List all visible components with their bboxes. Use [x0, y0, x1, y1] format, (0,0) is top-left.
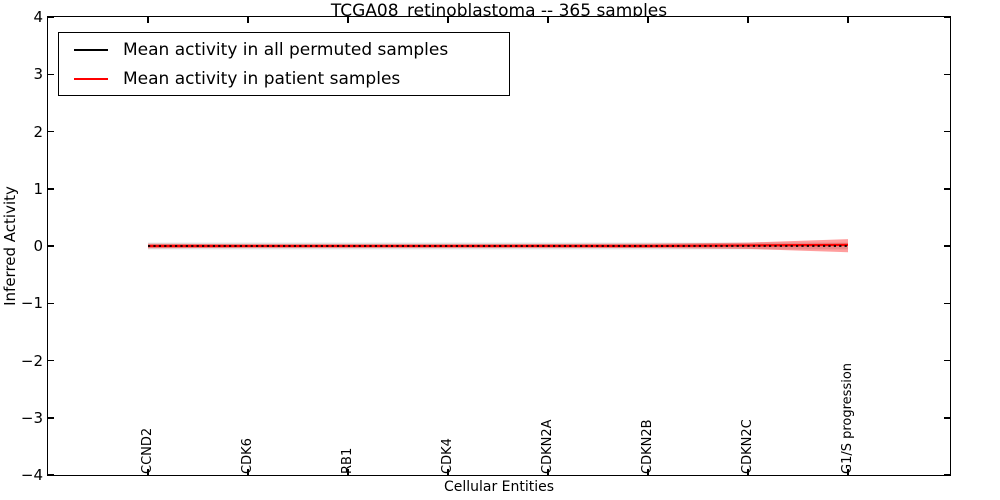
x-tick: [347, 17, 349, 23]
x-tick: [247, 469, 249, 475]
y-tick: [944, 245, 950, 247]
y-tick: [944, 16, 950, 18]
x-tick: [847, 17, 849, 23]
x-tick: [447, 17, 449, 23]
y-tick-label: −2: [20, 351, 43, 370]
y-tick: [944, 302, 950, 304]
legend-entry: Mean activity in patient samples: [59, 68, 509, 90]
y-tick-label: −1: [20, 294, 43, 313]
y-tick-label: 0: [33, 237, 43, 255]
x-tick: [147, 17, 149, 23]
y-tick: [48, 188, 54, 190]
legend-line-sample: [74, 77, 108, 80]
x-tick: [747, 17, 749, 23]
y-tick: [48, 302, 54, 304]
y-tick: [48, 16, 54, 18]
y-tick-label: 2: [33, 122, 43, 141]
x-tick: [547, 469, 549, 475]
y-tick: [48, 73, 54, 75]
x-tick: [647, 17, 649, 23]
y-tick-label: 1: [33, 179, 43, 198]
legend-entry: Mean activity in all permuted samples: [59, 39, 509, 61]
legend-entry-label: Mean activity in patient samples: [123, 68, 401, 89]
x-tick: [547, 17, 549, 23]
x-tick-label: CCND2: [140, 427, 155, 474]
y-tick: [48, 359, 54, 362]
y-tick-label: −3: [20, 408, 43, 427]
x-tick-label: G1/S progression: [840, 362, 855, 474]
x-tick-label: CDKN2B: [640, 419, 655, 474]
x-tick: [447, 469, 449, 475]
y-tick: [944, 359, 950, 362]
y-tick: [944, 474, 950, 476]
y-tick: [48, 474, 54, 476]
y-tick-label: 3: [33, 65, 43, 84]
x-tick-label: CDK4: [440, 438, 455, 474]
y-tick-label: −4: [20, 466, 43, 484]
legend-line-sample: [74, 48, 108, 51]
x-tick: [647, 469, 649, 475]
y-tick: [48, 245, 54, 247]
x-tick-label: RB1: [340, 447, 355, 474]
x-tick: [847, 469, 849, 475]
y-tick: [944, 417, 950, 419]
x-tick-label: CDKN2A: [540, 419, 555, 474]
y-tick: [48, 417, 54, 419]
y-tick: [944, 188, 950, 190]
legend-entry-label: Mean activity in all permuted samples: [123, 39, 449, 60]
x-tick-label: CDK6: [240, 438, 255, 474]
legend: Mean activity in all permuted samples Mea…: [58, 32, 510, 96]
x-tick: [247, 17, 249, 23]
x-tick-label: CDKN2C: [740, 419, 755, 474]
y-tick-label: 4: [33, 8, 43, 26]
y-tick: [48, 130, 54, 133]
plot-svg: [147, 238, 848, 252]
x-tick: [347, 469, 349, 475]
x-tick: [747, 469, 749, 475]
y-tick: [944, 73, 950, 75]
x-axis-label: Cellular Entities: [443, 479, 555, 495]
y-tick: [944, 130, 950, 133]
x-tick: [147, 469, 149, 475]
